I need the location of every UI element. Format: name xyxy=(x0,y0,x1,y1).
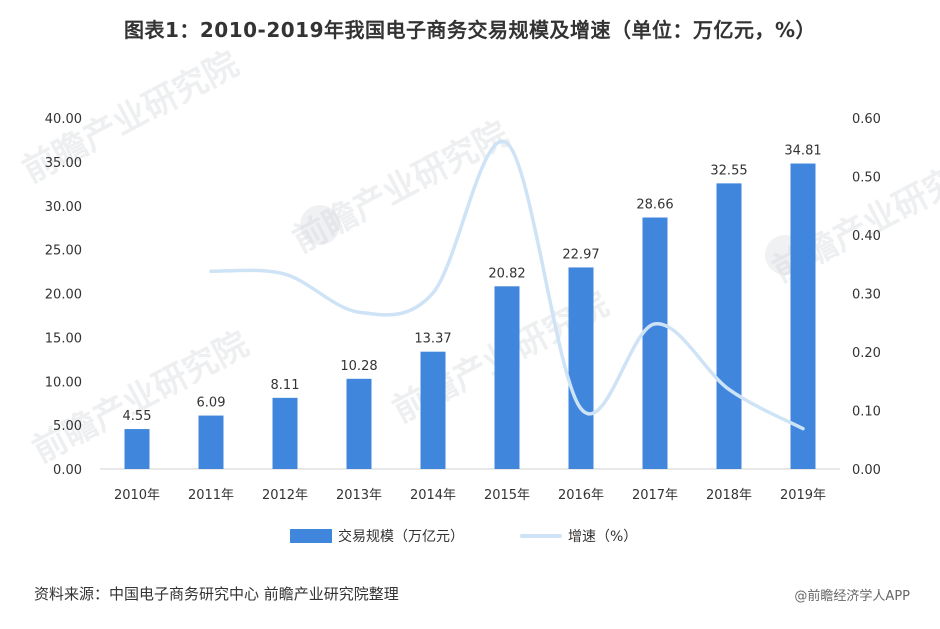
x-tick-label: 2012年 xyxy=(262,488,308,503)
y-left-tick-label: 30.00 xyxy=(45,200,82,215)
legend-bar-swatch xyxy=(290,529,332,543)
legend-item-line: 增速（%） xyxy=(520,526,637,546)
brand-note: @前瞻经济学人APP xyxy=(794,589,910,604)
watermark-logo-icon xyxy=(300,205,340,245)
bar xyxy=(272,397,298,469)
bar xyxy=(716,183,742,469)
y-right-tick-label: 0.30 xyxy=(852,288,881,303)
bar-data-label: 13.37 xyxy=(414,332,451,347)
y-left-tick-label: 25.00 xyxy=(45,244,82,259)
y-left-tick-label: 5.00 xyxy=(53,419,82,434)
y-right-tick-label: 0.50 xyxy=(852,171,881,186)
legend: 交易规模（万亿元） 增速（%） xyxy=(0,522,940,548)
y-right-tick-label: 0.60 xyxy=(852,112,881,127)
bar xyxy=(346,378,372,469)
x-tick-label: 2010年 xyxy=(114,488,160,503)
bar-data-label: 4.55 xyxy=(123,409,152,424)
y-left-tick-label: 35.00 xyxy=(45,156,82,171)
legend-line-label: 增速（%） xyxy=(568,529,638,545)
x-tick-label: 2015年 xyxy=(484,488,530,503)
x-tick-label: 2018年 xyxy=(706,488,752,503)
chart-title: 图表1：2010-2019年我国电子商务交易规模及增速（单位：万亿元，%） xyxy=(123,18,817,42)
legend-item-bar: 交易规模（万亿元） xyxy=(290,526,464,546)
bar-data-label: 10.28 xyxy=(340,359,377,374)
legend-line-swatch xyxy=(520,534,562,538)
y-left-tick-label: 10.00 xyxy=(45,375,82,390)
x-tick-label: 2013年 xyxy=(336,488,382,503)
bar-data-label: 32.55 xyxy=(710,163,747,178)
y-right-tick-label: 0.20 xyxy=(852,346,881,361)
y-left-tick-label: 0.00 xyxy=(53,463,82,478)
bar-data-label: 34.81 xyxy=(784,144,821,159)
y-right-tick-label: 0.00 xyxy=(852,463,881,478)
bar xyxy=(568,267,594,469)
x-tick-label: 2017年 xyxy=(632,488,678,503)
bar xyxy=(642,217,668,469)
bar-data-label: 28.66 xyxy=(636,198,673,213)
bar-data-label: 8.11 xyxy=(271,378,300,393)
y-right-tick-label: 0.40 xyxy=(852,229,881,244)
x-tick-label: 2016年 xyxy=(558,488,604,503)
bar xyxy=(420,351,446,469)
x-tick-label: 2019年 xyxy=(780,488,826,503)
legend-bar-label: 交易规模（万亿元） xyxy=(338,529,464,545)
x-tick-label: 2011年 xyxy=(188,488,234,503)
x-tick-label: 2014年 xyxy=(410,488,456,503)
growth-line xyxy=(209,139,805,431)
y-left-tick-label: 15.00 xyxy=(45,331,82,346)
y-left-tick-label: 20.00 xyxy=(45,288,82,303)
y-right-tick-label: 0.10 xyxy=(852,405,881,420)
bar xyxy=(494,286,520,469)
bar xyxy=(790,163,816,470)
bar-data-label: 22.97 xyxy=(562,247,599,262)
bar-data-label: 6.09 xyxy=(197,396,226,411)
bar-data-label: 20.82 xyxy=(488,266,525,281)
y-left-tick-label: 40.00 xyxy=(45,112,82,127)
bar xyxy=(198,415,224,469)
bar xyxy=(124,429,150,469)
source-note: 资料来源：中国电子商务研究中心 前瞻产业研究院整理 xyxy=(34,585,399,603)
